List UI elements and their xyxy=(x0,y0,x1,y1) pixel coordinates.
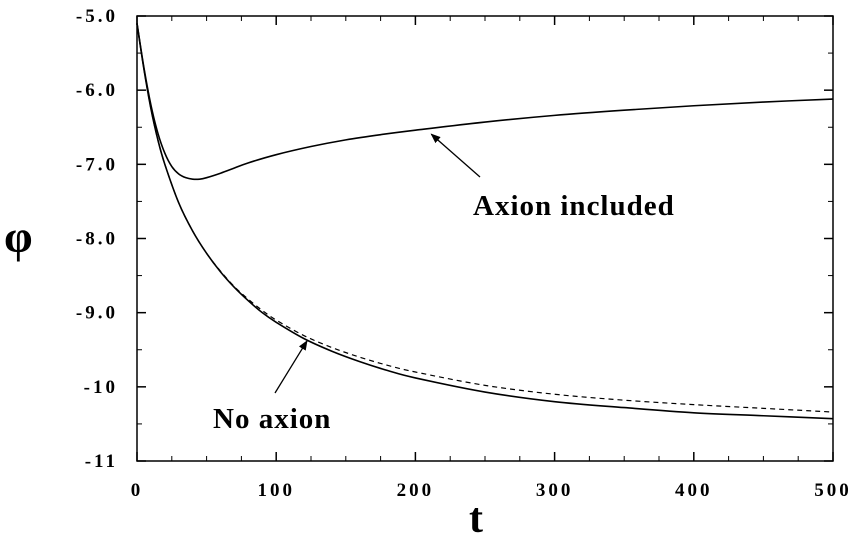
annotation-arrow-no-axion xyxy=(274,340,308,394)
y-tick-label: -11 xyxy=(85,451,118,472)
tick-labels: 0 100 200 300 400 500 -5.0 -6.0 -7.0 -8.0 -9.0 -10 -… xyxy=(76,6,852,501)
y-tick-label: -10 xyxy=(84,377,118,398)
series-group xyxy=(136,23,834,420)
annotation-axion-included: Axion included xyxy=(473,190,675,222)
y-tick-label: -8.0 xyxy=(76,229,118,250)
x-tick-label: 0 xyxy=(131,480,144,501)
x-axis-label: t xyxy=(469,496,483,542)
x-tick-label: 200 xyxy=(397,480,435,501)
axis-ticks xyxy=(136,15,834,462)
annotation-arrow-axion xyxy=(430,133,481,178)
plot-frame xyxy=(136,15,834,462)
x-tick-label: 500 xyxy=(814,480,852,501)
series-line-3 xyxy=(136,23,834,413)
annotation-no-axion: No axion xyxy=(213,403,331,435)
y-tick-label: -6.0 xyxy=(76,80,118,101)
y-axis-label: φ xyxy=(4,211,33,262)
annotations-group: Axion included No axion xyxy=(213,133,675,435)
y-tick-label: -5.0 xyxy=(76,6,118,27)
y-tick-label: -7.0 xyxy=(76,154,118,175)
x-tick-label: 300 xyxy=(536,480,574,501)
y-tick-label: -9.0 xyxy=(76,303,118,324)
x-tick-label: 400 xyxy=(675,480,713,501)
x-tick-label: 100 xyxy=(257,480,295,501)
series-line-2 xyxy=(136,23,834,420)
series-line-1 xyxy=(136,23,834,181)
